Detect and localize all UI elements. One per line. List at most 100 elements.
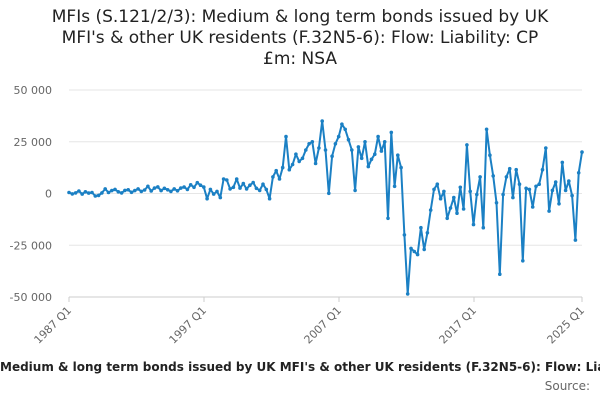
data-point (369, 157, 374, 162)
data-point (67, 190, 71, 195)
data-point (468, 189, 473, 194)
series-group (67, 119, 584, 296)
data-point (297, 159, 302, 164)
data-point (93, 194, 98, 198)
data-point (461, 207, 466, 211)
data-point (244, 187, 249, 191)
data-point (471, 222, 476, 227)
data-point (481, 225, 486, 230)
data-point (478, 175, 482, 179)
data-point (323, 148, 328, 152)
data-point (313, 161, 318, 166)
data-point (517, 182, 522, 186)
data-point (432, 187, 436, 192)
y-tick-label: 25 000 (14, 136, 53, 149)
data-point (86, 191, 91, 195)
series-line (68, 120, 583, 295)
data-point (336, 134, 341, 139)
data-point (445, 216, 450, 221)
data-point (182, 185, 186, 189)
data-point (165, 188, 170, 192)
x-tick-label: 1997 Q1 (167, 304, 210, 347)
data-point (576, 171, 581, 175)
data-point (129, 190, 134, 195)
data-point (363, 140, 367, 144)
data-point (103, 187, 107, 191)
y-tick-label: 50 000 (14, 84, 53, 97)
data-point (228, 187, 232, 191)
title-line-2: MFI's & other UK residents (F.32N5-6): F… (61, 28, 539, 48)
data-point (280, 165, 285, 170)
data-point (514, 167, 518, 172)
data-point (136, 187, 140, 191)
data-point (142, 188, 147, 192)
data-point (521, 259, 525, 263)
data-point (438, 196, 443, 201)
data-point (373, 152, 377, 156)
data-point (392, 184, 397, 189)
data-point (248, 183, 252, 187)
data-point (251, 180, 255, 185)
data-point (452, 195, 456, 200)
data-point (353, 188, 357, 193)
data-point (386, 216, 390, 221)
data-point (560, 160, 565, 165)
data-point (202, 185, 206, 189)
data-point (231, 185, 236, 190)
data-point (458, 185, 463, 190)
data-point (567, 179, 571, 183)
data-point (507, 166, 512, 171)
data-point (290, 162, 295, 167)
data-point (73, 191, 78, 195)
data-point (77, 189, 81, 193)
data-point (435, 182, 440, 186)
data-point (300, 156, 305, 161)
data-point (156, 185, 160, 189)
source-label: Source: (544, 379, 590, 393)
data-point (527, 187, 532, 192)
data-point (550, 188, 555, 193)
y-tick-label: -25 000 (10, 239, 52, 252)
data-point (254, 186, 259, 191)
x-tick-label: 2017 Q1 (437, 304, 480, 347)
data-point (257, 188, 262, 193)
data-point (484, 127, 489, 132)
data-point (501, 192, 505, 197)
title-line-3: £m: NSA (263, 49, 337, 69)
y-tick-label: 0 (45, 188, 52, 201)
data-point (494, 201, 499, 205)
title-line-1: MFIs (S.121/2/3): Medium & long term bon… (51, 7, 549, 27)
data-point (215, 189, 219, 194)
data-point (356, 145, 361, 149)
data-point (152, 186, 157, 190)
data-point (537, 182, 541, 186)
data-point (422, 247, 427, 252)
data-point (100, 191, 104, 195)
data-point (264, 187, 269, 192)
data-point (126, 188, 130, 192)
data-point (475, 192, 479, 197)
grid-lines (69, 89, 582, 298)
data-point (294, 152, 298, 156)
x-axis: 1987 Q1 1997 Q1 2007 Q1 2017 Q1 2025 Q1 (32, 296, 588, 347)
data-point (396, 153, 400, 157)
data-point (307, 142, 311, 146)
x-tick-label: 2025 Q1 (545, 304, 588, 347)
data-point (327, 191, 331, 196)
data-point (448, 206, 453, 210)
data-point (169, 189, 173, 194)
data-point (133, 188, 137, 193)
data-point (211, 192, 216, 196)
data-point (195, 180, 200, 185)
data-point (359, 156, 364, 161)
data-point (330, 154, 334, 158)
data-point (317, 146, 321, 150)
data-point (412, 249, 417, 254)
data-point (205, 196, 209, 201)
data-point (119, 191, 124, 195)
data-point (547, 209, 551, 213)
data-point (553, 180, 558, 184)
data-point (544, 146, 548, 150)
data-point (409, 246, 413, 251)
